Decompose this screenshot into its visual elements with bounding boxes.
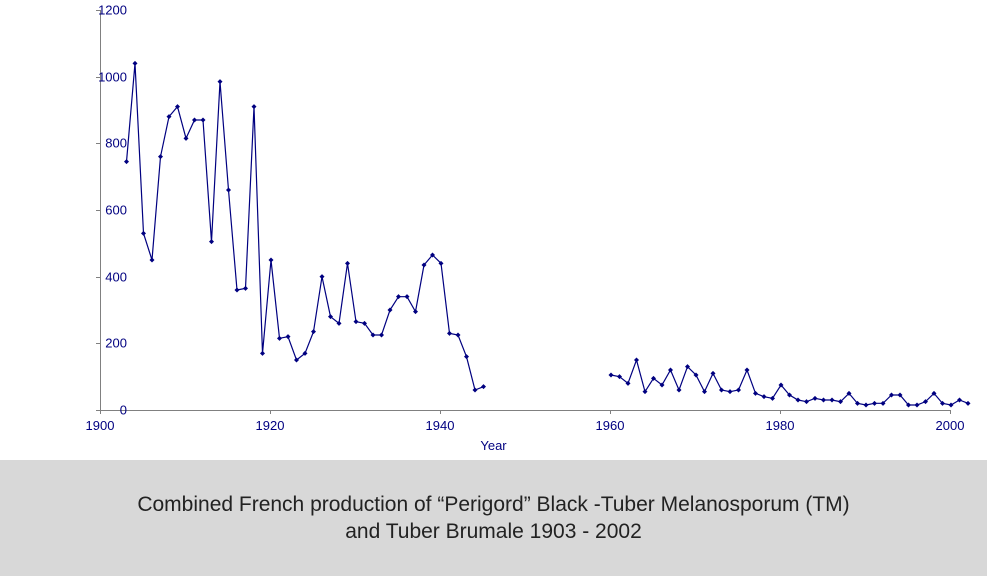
data-point (405, 294, 410, 299)
xtick-label: 1940 (426, 418, 455, 433)
data-point (277, 336, 282, 341)
data-point (218, 79, 223, 84)
data-point (966, 401, 971, 406)
series-line (127, 63, 484, 390)
caption-line2: and Tuber Brumale 1903 - 2002 (345, 520, 642, 543)
chart-svg (101, 10, 951, 410)
data-point (702, 389, 707, 394)
data-point (473, 388, 478, 393)
data-point (235, 288, 240, 293)
data-point (243, 286, 248, 291)
xtick-mark (780, 410, 781, 414)
data-point (830, 398, 835, 403)
data-point (320, 274, 325, 279)
x-axis-label: Year (480, 438, 506, 453)
xtick-label: 1960 (596, 418, 625, 433)
data-point (260, 351, 265, 356)
data-point (447, 331, 452, 336)
data-point (124, 159, 129, 164)
xtick-mark (610, 410, 611, 414)
data-point (456, 333, 461, 338)
data-point (949, 403, 954, 408)
data-point (821, 398, 826, 403)
xtick-mark (270, 410, 271, 414)
ytick-mark (96, 143, 100, 144)
data-point (728, 389, 733, 394)
ytick-mark (96, 277, 100, 278)
data-point (481, 384, 486, 389)
data-point (753, 391, 758, 396)
data-point (269, 258, 274, 263)
data-point (872, 401, 877, 406)
data-point (158, 154, 163, 159)
xtick-mark (440, 410, 441, 414)
data-point (719, 388, 724, 393)
data-point (634, 358, 639, 363)
data-point (762, 394, 767, 399)
data-point (796, 398, 801, 403)
data-point (345, 261, 350, 266)
data-point (745, 368, 750, 373)
data-point (252, 104, 257, 109)
data-point (804, 399, 809, 404)
data-point (864, 403, 869, 408)
chart-area: Year 02004006008001000120019001920194019… (0, 0, 987, 460)
data-point (209, 239, 214, 244)
data-point (736, 388, 741, 393)
data-point (141, 231, 146, 236)
xtick-mark (950, 410, 951, 414)
xtick-label: 1980 (766, 418, 795, 433)
data-point (184, 136, 189, 141)
series-line (611, 360, 968, 405)
data-point (286, 334, 291, 339)
plot-region (100, 10, 951, 411)
data-point (711, 371, 716, 376)
ytick-mark (96, 210, 100, 211)
data-point (957, 398, 962, 403)
data-point (813, 396, 818, 401)
xtick-mark (100, 410, 101, 414)
data-point (133, 61, 138, 66)
data-point (464, 354, 469, 359)
ytick-mark (96, 343, 100, 344)
data-point (677, 388, 682, 393)
data-point (915, 403, 920, 408)
data-point (609, 373, 614, 378)
data-point (192, 118, 197, 123)
data-point (413, 309, 418, 314)
data-point (379, 333, 384, 338)
data-point (150, 258, 155, 263)
data-point (226, 188, 231, 193)
data-point (354, 319, 359, 324)
ytick-mark (96, 10, 100, 11)
data-point (311, 329, 316, 334)
caption-area: Combined French production of “Perigord”… (0, 460, 987, 576)
caption-line1: Combined French production of “Perigord”… (137, 493, 849, 516)
xtick-label: 1900 (86, 418, 115, 433)
xtick-label: 2000 (936, 418, 965, 433)
data-point (201, 118, 206, 123)
ytick-mark (96, 77, 100, 78)
caption-text: Combined French production of “Perigord”… (137, 491, 849, 546)
xtick-label: 1920 (256, 418, 285, 433)
data-point (668, 368, 673, 373)
